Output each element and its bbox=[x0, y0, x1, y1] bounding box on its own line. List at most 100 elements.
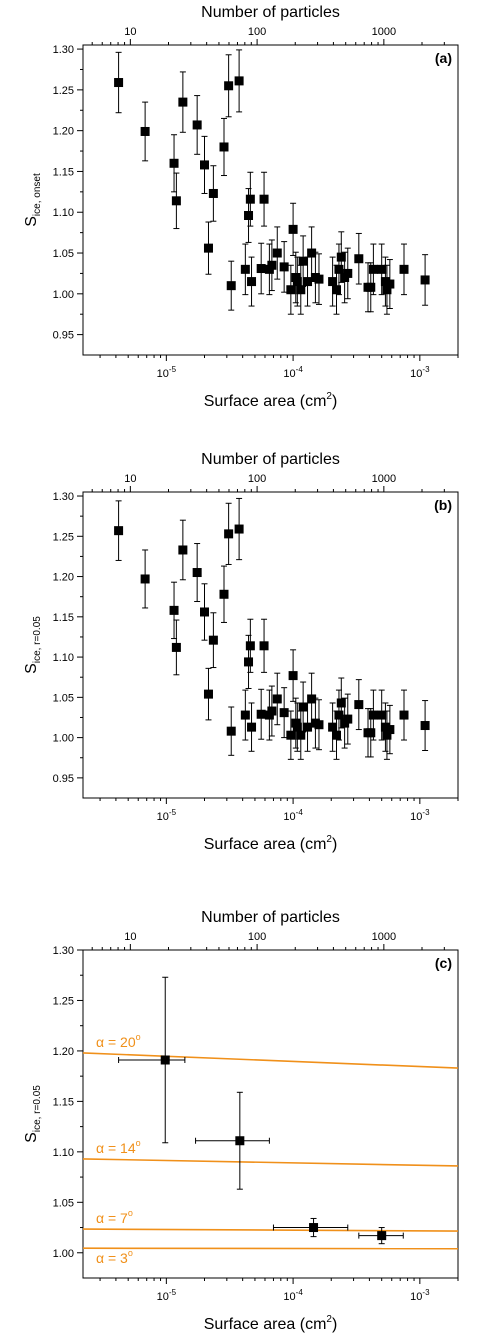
y-tick-text: 1.20 bbox=[53, 1046, 74, 1058]
y-tick-label: 1.05 bbox=[53, 692, 74, 704]
alpha-line-label: α = 7o bbox=[96, 1208, 133, 1226]
y-tick-text: 1.05 bbox=[53, 692, 74, 704]
y-tick-text: 0.95 bbox=[53, 773, 74, 785]
x-tick-label: 10-4 bbox=[283, 1288, 303, 1303]
data-point bbox=[240, 243, 250, 296]
data-marker bbox=[208, 188, 218, 198]
x-tick-base: 10 bbox=[283, 368, 295, 380]
top-axis-title: Number of particles bbox=[201, 451, 340, 468]
x-axis-label: Surface area (cm2) bbox=[204, 834, 338, 853]
data-point bbox=[307, 672, 317, 726]
data-point bbox=[377, 243, 387, 296]
plot-frame bbox=[82, 44, 459, 356]
y-tick-label: 1.10 bbox=[53, 207, 74, 219]
data-point bbox=[234, 49, 244, 113]
data-point bbox=[272, 672, 282, 726]
data-marker bbox=[420, 275, 430, 285]
y-tick-label: 1.20 bbox=[53, 572, 74, 584]
data-marker bbox=[399, 710, 409, 720]
alpha-line-label: α = 20o bbox=[96, 1032, 141, 1050]
x-tick-label: 10-5 bbox=[157, 365, 177, 380]
y-axis-label-main: S bbox=[23, 1132, 40, 1143]
x-tick-exponent: -3 bbox=[422, 808, 430, 817]
data-marker bbox=[247, 722, 257, 732]
x-axis-label: Surface area (cm2) bbox=[204, 1314, 338, 1333]
data-point bbox=[382, 264, 392, 315]
data-marker bbox=[296, 730, 306, 740]
data-point bbox=[385, 704, 395, 755]
top-tick-label: 10 bbox=[124, 473, 136, 485]
x-tick-exponent: -3 bbox=[422, 365, 430, 374]
data-point bbox=[226, 706, 236, 756]
data-marker bbox=[331, 285, 341, 295]
data-marker bbox=[366, 282, 376, 292]
x-tick-exponent: -4 bbox=[296, 365, 304, 374]
data-point bbox=[256, 688, 266, 740]
top-tick-label: 100 bbox=[248, 931, 266, 943]
y-tick-text: 1.25 bbox=[53, 995, 74, 1007]
y-tick-text: 1.30 bbox=[53, 491, 74, 503]
x-axis-label-tail: ) bbox=[332, 836, 337, 853]
y-tick-label: 1.25 bbox=[53, 531, 74, 543]
data-marker bbox=[203, 689, 213, 699]
x-tick-exponent: -5 bbox=[169, 365, 177, 374]
plot-frame bbox=[82, 949, 459, 1279]
data-marker bbox=[114, 78, 124, 88]
data-marker bbox=[307, 248, 317, 258]
data-point bbox=[234, 497, 244, 561]
alpha-line-label: α = 3o bbox=[96, 1248, 133, 1266]
panel-label: (c) bbox=[435, 955, 452, 971]
data-marker bbox=[114, 526, 124, 536]
data-marker bbox=[279, 708, 289, 718]
data-point bbox=[328, 256, 338, 307]
data-point bbox=[171, 172, 181, 230]
data-marker bbox=[279, 262, 289, 272]
data-point bbox=[226, 260, 236, 311]
y-tick-label: 1.20 bbox=[53, 126, 74, 138]
plot-frame bbox=[82, 491, 459, 799]
top-axis-title: Number of particles bbox=[201, 4, 340, 21]
data-marker bbox=[240, 710, 250, 720]
panel-label: (b) bbox=[434, 497, 452, 513]
y-axis-label-sub: ice, onset bbox=[32, 173, 43, 216]
y-tick-text: 1.05 bbox=[53, 1197, 74, 1209]
y-axis-label: Sice, r=0.05 bbox=[23, 616, 43, 674]
data-marker bbox=[296, 285, 306, 295]
alpha-label-degree: o bbox=[128, 1208, 133, 1218]
data-marker bbox=[377, 710, 387, 720]
top-tick-label: 10 bbox=[124, 26, 136, 38]
data-marker bbox=[160, 1055, 170, 1065]
alpha-line bbox=[82, 1052, 459, 1069]
y-tick-text: 1.15 bbox=[53, 1096, 74, 1108]
data-marker bbox=[234, 76, 244, 86]
alpha-label-text: α = 20 bbox=[96, 1034, 136, 1050]
data-point bbox=[219, 565, 229, 623]
data-point bbox=[307, 226, 317, 280]
data-marker bbox=[286, 730, 296, 740]
top-axis-title-text: Number of particles bbox=[201, 909, 340, 926]
data-point bbox=[343, 693, 353, 745]
data-marker bbox=[244, 211, 254, 220]
top-tick-label: 1000 bbox=[372, 931, 396, 943]
data-marker bbox=[292, 722, 302, 732]
data-point bbox=[288, 202, 298, 256]
data-marker bbox=[385, 279, 395, 289]
alpha-label-degree: o bbox=[136, 1032, 141, 1042]
data-point bbox=[200, 583, 210, 641]
y-tick-label: 1.15 bbox=[53, 166, 74, 178]
data-point bbox=[420, 254, 430, 306]
y-axis-label-sub: ice, r=0.05 bbox=[32, 616, 43, 663]
top-tick-text: 100 bbox=[248, 473, 266, 485]
x-tick-base: 10 bbox=[157, 1291, 169, 1303]
data-marker bbox=[203, 243, 213, 253]
x-tick-exponent: -4 bbox=[296, 808, 304, 817]
data-marker bbox=[286, 285, 296, 295]
y-tick-label: 0.95 bbox=[53, 330, 74, 342]
data-point bbox=[256, 242, 266, 295]
data-point bbox=[171, 619, 181, 676]
x-tick-exponent: -5 bbox=[169, 808, 177, 817]
data-marker bbox=[140, 574, 150, 584]
data-marker bbox=[420, 721, 430, 731]
